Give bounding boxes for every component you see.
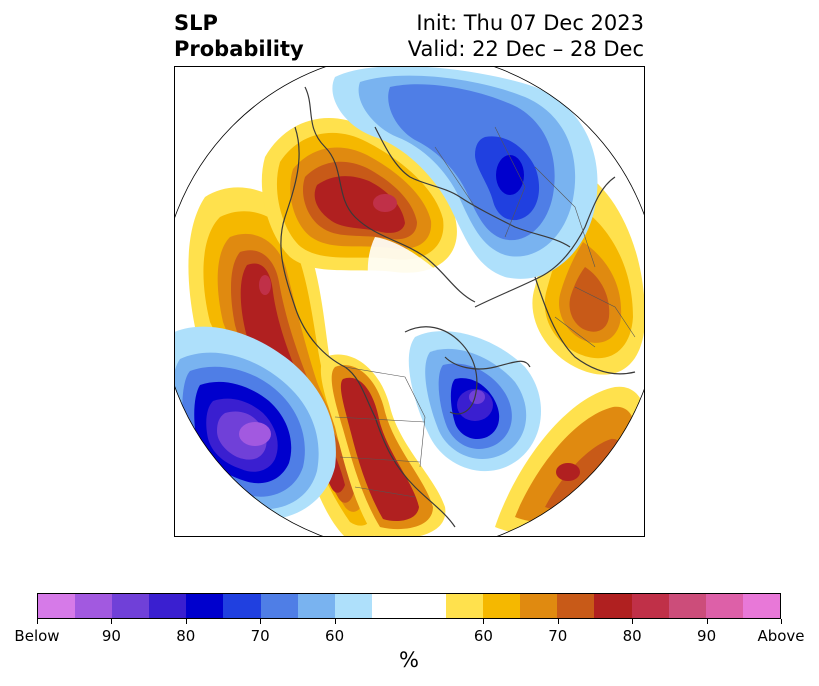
title-line-2: Probability	[174, 37, 304, 61]
colorbar-below-segment	[38, 594, 76, 618]
colorbar-tick-label: 70	[250, 627, 270, 645]
map-title: SLP Probability	[174, 10, 304, 62]
colorbar-tick-label: 60	[325, 627, 345, 645]
colorbar-tick-label: 90	[697, 627, 717, 645]
colorbar-tick	[632, 619, 634, 624]
colorbar-below-segment	[186, 594, 224, 618]
colorbar-tick-label: 90	[101, 627, 121, 645]
colorbar-tick	[334, 619, 336, 624]
colorbar-above-segment	[594, 594, 632, 618]
colorbar-tick	[557, 619, 559, 624]
above-anomaly-siberia	[261, 118, 457, 273]
colorbar-tick-label: 80	[622, 627, 642, 645]
colorbar-above-segment	[705, 594, 743, 618]
colorbar-above-segment	[483, 594, 521, 618]
shaded-regions	[175, 67, 644, 536]
map-panel	[174, 66, 645, 537]
colorbar-below-segment	[75, 594, 113, 618]
probability-map	[175, 67, 644, 536]
colorbar-tick	[483, 619, 485, 624]
above-anomaly-north-america	[320, 354, 446, 536]
colorbar-above-segment	[631, 594, 669, 618]
coastlines	[280, 86, 636, 528]
colorbar-tick-label: 60	[473, 627, 493, 645]
colorbar-below-segment	[260, 594, 298, 618]
below-anomaly-arctic	[332, 67, 598, 279]
colorbar-tick	[706, 619, 708, 624]
colorbar-below-segment	[334, 594, 372, 618]
colorbar-below-segment	[112, 594, 150, 618]
below-anomaly-labrador	[408, 331, 542, 472]
colorbar-tick-label: 70	[548, 627, 568, 645]
political-borders	[334, 126, 636, 498]
colorbar-above-segment	[668, 594, 706, 618]
colorbar-tick	[781, 619, 782, 624]
colorbar-tick-label: Below	[14, 627, 60, 645]
colorbar-units: %	[399, 648, 419, 672]
colorbar-above-segment	[520, 594, 558, 618]
colorbar-below-segment	[149, 594, 187, 618]
colorbar	[37, 593, 781, 619]
colorbar-tick-label: Above	[757, 627, 805, 645]
colorbar-tick	[37, 619, 38, 624]
colorbar-above-segment	[557, 594, 595, 618]
colorbar-above-segment	[742, 594, 780, 618]
map-valid-info: Init: Thu 07 Dec 2023 Valid: 22 Dec – 28…	[408, 10, 644, 62]
colorbar-neutral-segment	[371, 594, 447, 618]
colorbar-tick	[111, 619, 113, 624]
colorbar-below-segment	[297, 594, 335, 618]
colorbar-tick	[185, 619, 187, 624]
colorbar-above-segment	[446, 594, 484, 618]
title-line-1: SLP	[174, 11, 218, 35]
colorbar-tick-label: 80	[176, 627, 196, 645]
colorbar-tick	[260, 619, 262, 624]
colorbar-below-segment	[223, 594, 261, 618]
valid-range: Valid: 22 Dec – 28 Dec	[407, 37, 644, 61]
init-date: Init: Thu 07 Dec 2023	[416, 11, 644, 35]
